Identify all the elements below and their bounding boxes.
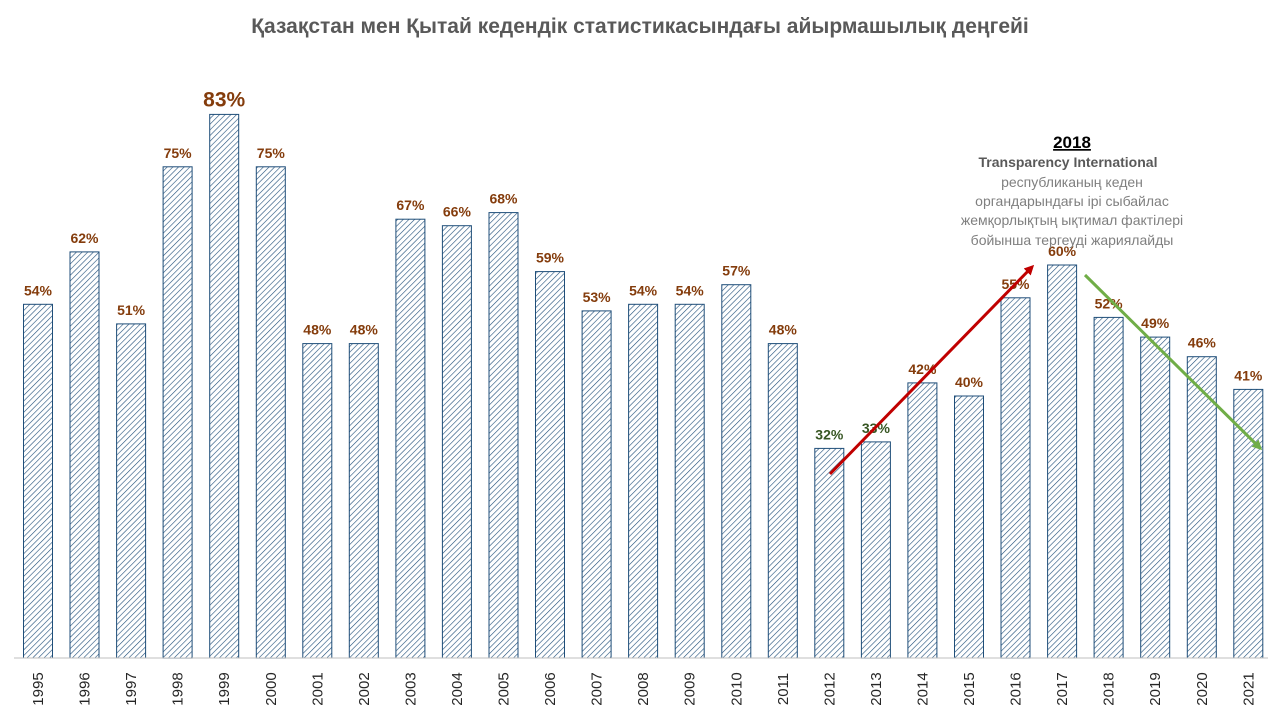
value-label-2017: 60% <box>1048 243 1077 259</box>
bar-2016 <box>1000 297 1031 659</box>
annotation-line-2: органдарындағы ірі сыбайлас <box>975 193 1169 209</box>
bar-2006 <box>535 271 565 659</box>
x-tick-2010: 2010 <box>728 672 745 705</box>
x-tick-2011: 2011 <box>775 673 792 705</box>
bar-2007 <box>581 310 612 659</box>
bar-1999 <box>209 113 240 659</box>
annotation-year: 2018 <box>1053 133 1091 152</box>
value-label-1999: 83% <box>203 88 245 111</box>
value-label-2003: 67% <box>396 197 425 213</box>
value-label-2000: 75% <box>257 145 286 161</box>
value-label-2012: 32% <box>815 426 844 442</box>
x-tick-2002: 2002 <box>356 672 373 705</box>
x-tick-2008: 2008 <box>635 672 652 705</box>
bar-2010 <box>721 284 752 659</box>
x-tick-2000: 2000 <box>263 672 280 705</box>
annotation-line-1: республиканың кеден <box>1001 174 1143 190</box>
annotation-org: Transparency International <box>979 154 1158 170</box>
annotation-line-3: жемқорлықтың ықтимал фактілері <box>961 212 1183 228</box>
x-tick-2020: 2020 <box>1194 672 1211 705</box>
bar-2011 <box>767 343 798 659</box>
x-tick-1999: 1999 <box>216 672 233 705</box>
bar-2002 <box>348 343 379 659</box>
bar-1998 <box>162 166 193 659</box>
value-label-1998: 75% <box>164 145 193 161</box>
x-tick-2001: 2001 <box>309 672 326 705</box>
bar-2008 <box>628 303 659 659</box>
bar-2019 <box>1140 336 1171 659</box>
bar-2012 <box>814 447 845 659</box>
bar-2021 <box>1233 388 1264 659</box>
x-axis-tick-group: 1995 1996 1997 1998 1999 2000 2001 2002 2003 2004… <box>30 672 1257 705</box>
x-tick-1995: 1995 <box>30 672 47 705</box>
value-label-2015: 40% <box>955 374 984 390</box>
value-label-1996: 62% <box>70 230 99 246</box>
value-label-2008: 54% <box>629 282 658 298</box>
x-tick-2003: 2003 <box>402 672 419 705</box>
bar-2014 <box>907 382 938 659</box>
x-tick-2009: 2009 <box>682 672 699 705</box>
value-label-2006: 59% <box>536 250 565 266</box>
x-tick-2012: 2012 <box>821 672 838 705</box>
bar-2015 <box>954 395 984 659</box>
bar-2004 <box>441 225 472 659</box>
bar-2013 <box>860 441 891 659</box>
x-tick-2007: 2007 <box>589 672 606 705</box>
x-tick-1997: 1997 <box>123 672 140 705</box>
bar-1996 <box>69 251 100 659</box>
bar-group <box>23 113 1264 659</box>
value-label-1997: 51% <box>117 302 146 318</box>
bar-2003 <box>395 218 426 659</box>
bar-2020 <box>1186 356 1217 659</box>
value-label-1995: 54% <box>24 282 53 298</box>
x-tick-2015: 2015 <box>961 672 978 705</box>
value-label-2019: 49% <box>1141 315 1170 331</box>
value-label-2009: 54% <box>676 282 705 298</box>
x-tick-2021: 2021 <box>1240 672 1257 705</box>
value-label-2005: 68% <box>489 191 518 207</box>
x-tick-1996: 1996 <box>77 672 94 705</box>
value-label-2004: 66% <box>443 204 472 220</box>
value-label-2007: 53% <box>583 289 612 305</box>
value-label-group: 54% 62% 51% 75% 83% 75% 48% 48% 67% 66% 68% 59% 53% 5… <box>24 88 1263 442</box>
annotation-line-4: бойынша тергеуді жариялайды <box>971 232 1174 248</box>
x-tick-1998: 1998 <box>170 672 187 705</box>
value-label-2011: 48% <box>769 322 798 338</box>
bar-2017 <box>1047 264 1078 659</box>
value-label-2021: 41% <box>1234 367 1263 383</box>
value-label-2010: 57% <box>722 263 751 279</box>
value-label-2002: 48% <box>350 322 379 338</box>
value-label-2020: 46% <box>1188 335 1217 351</box>
bar-2005 <box>488 212 519 659</box>
bar-2000 <box>255 166 286 659</box>
x-tick-2014: 2014 <box>914 672 931 705</box>
chart-title: Қазақстан мен Қытай кедендік статистикас… <box>251 15 1029 38</box>
x-tick-2019: 2019 <box>1147 672 1164 705</box>
x-tick-2005: 2005 <box>496 672 513 705</box>
x-tick-2004: 2004 <box>449 672 466 705</box>
x-tick-2006: 2006 <box>542 672 559 705</box>
x-tick-2016: 2016 <box>1008 672 1025 705</box>
bar-2009 <box>674 303 705 659</box>
bar-1997 <box>116 323 147 659</box>
bar-2018 <box>1093 316 1124 659</box>
bar-1995 <box>23 303 53 659</box>
up-arrow <box>828 264 1035 476</box>
down-arrow <box>1083 273 1263 451</box>
x-tick-2013: 2013 <box>868 672 885 705</box>
x-tick-2018: 2018 <box>1101 672 1118 705</box>
x-tick-2017: 2017 <box>1054 672 1071 705</box>
bar-2001 <box>302 343 333 659</box>
annotation: 2018 Transparency International республи… <box>961 133 1183 248</box>
value-label-2001: 48% <box>303 322 332 338</box>
